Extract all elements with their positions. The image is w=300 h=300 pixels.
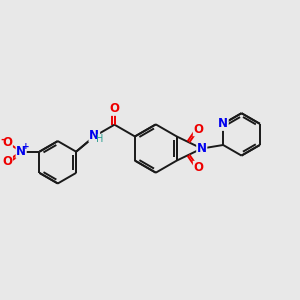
- Text: H: H: [96, 134, 103, 143]
- Text: O: O: [194, 161, 203, 174]
- Text: N: N: [218, 117, 228, 130]
- Text: O: O: [2, 136, 12, 149]
- Text: N: N: [16, 145, 26, 158]
- Text: O: O: [194, 123, 203, 136]
- Text: -: -: [0, 134, 5, 144]
- Text: O: O: [110, 102, 119, 115]
- Text: +: +: [22, 142, 29, 151]
- Text: O: O: [2, 154, 12, 168]
- Text: N: N: [197, 142, 207, 155]
- Text: N: N: [89, 129, 99, 142]
